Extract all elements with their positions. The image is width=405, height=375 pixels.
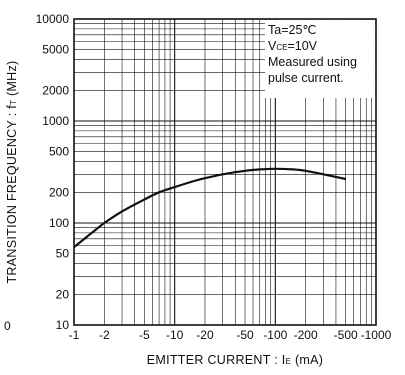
y-tick-label: 1000 bbox=[42, 114, 69, 128]
condition-line: Measured using bbox=[268, 55, 357, 69]
y-tick-label: 2000 bbox=[42, 83, 69, 97]
x-tick-label: -200 bbox=[294, 328, 318, 342]
data-series-line bbox=[73, 167, 346, 248]
x-tick-label: -1 bbox=[69, 328, 80, 342]
x-tick-label: -20 bbox=[196, 328, 214, 342]
y-tick-label: 100 bbox=[49, 216, 69, 230]
x-tick-label: -1000 bbox=[361, 328, 392, 342]
y-tick-labels: 10 20 50 100 200 500 1000 2000 5000 10000 bbox=[36, 12, 70, 332]
conditions-background bbox=[265, 20, 375, 98]
y-tick-label: 500 bbox=[49, 145, 69, 159]
x-axis-label: EMITTER CURRENT : IE (mA) bbox=[147, 353, 324, 367]
condition-line: VCE=10V bbox=[268, 39, 318, 53]
y-tick-label: 10 bbox=[56, 318, 70, 332]
y-tick-label: 10000 bbox=[36, 12, 70, 26]
x-tick-labels: -1 -2 -5 -10 -20 -50 -100 -200 -500 -1000 bbox=[69, 328, 392, 342]
x-tick-label: -5 bbox=[139, 328, 150, 342]
conditions-box: Ta=25℃ VCE=10V Measured using pulse current… bbox=[265, 20, 375, 98]
x-tick-label: -100 bbox=[263, 328, 287, 342]
y-tick-label: 200 bbox=[49, 185, 69, 199]
condition-line: Ta=25℃ bbox=[268, 23, 316, 37]
plot-frame bbox=[73, 18, 377, 326]
left-edge-label: 0 bbox=[4, 319, 11, 333]
y-tick-label: 50 bbox=[56, 247, 70, 261]
x-tick-label: -500 bbox=[334, 328, 358, 342]
x-tick-label: -50 bbox=[236, 328, 254, 342]
y-axis-label: TRANSITION FREQUENCY : fT (MHz) bbox=[5, 61, 19, 284]
y-tick-label: 5000 bbox=[42, 43, 69, 57]
x-tick-label: -2 bbox=[99, 328, 110, 342]
x-tick-label: -10 bbox=[166, 328, 184, 342]
condition-line: pulse current. bbox=[268, 71, 344, 85]
y-tick-label: 20 bbox=[56, 287, 70, 301]
